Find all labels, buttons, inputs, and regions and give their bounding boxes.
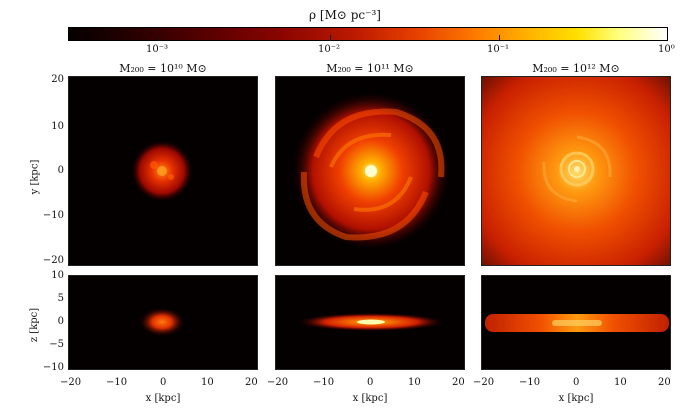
y-tick-label: 10 <box>51 121 64 132</box>
y-axis-label-face-on: y [kpc] <box>29 159 41 195</box>
x-axis-label: x [kpc] <box>558 393 594 404</box>
edge-on-panel-1e10 <box>68 275 258 370</box>
x-tick-label: 20 <box>452 377 465 388</box>
column-title-1e12: M₂₀₀ = 10¹² M⊙ <box>532 62 620 75</box>
x-tick-label: 0 <box>573 377 580 388</box>
z-tick-label: −10 <box>42 362 64 373</box>
y-tick-label: −10 <box>42 210 64 221</box>
colorbar-tick-label: 10⁻³ <box>146 44 169 55</box>
y-tick-label: 20 <box>51 74 64 85</box>
colorbar-tick <box>499 35 500 41</box>
y-tick-label: −20 <box>42 255 64 266</box>
colorbar <box>68 27 668 41</box>
colorbar-label: ρ [M⊙ pc⁻³] <box>309 8 381 22</box>
x-tick-label: 0 <box>367 377 374 388</box>
z-tick-label: 5 <box>57 293 64 304</box>
x-tick-label: −10 <box>519 377 541 388</box>
x-tick-label: −10 <box>106 377 128 388</box>
face-on-panel-1e11 <box>275 76 465 266</box>
z-tick-label: 0 <box>57 316 64 327</box>
x-tick-label: −20 <box>60 377 82 388</box>
colorbar-tick-label: 10⁰ <box>658 44 675 55</box>
x-tick-label: 10 <box>408 377 421 388</box>
z-tick-label: 10 <box>51 270 64 281</box>
face-on-panel-1e12 <box>481 76 671 266</box>
x-tick-label: −10 <box>313 377 335 388</box>
colorbar-tick <box>158 35 159 41</box>
column-title-1e10: M₂₀₀ = 10¹⁰ M⊙ <box>119 62 207 75</box>
y-tick-label: 0 <box>57 165 64 176</box>
colorbar-tick <box>330 35 331 41</box>
x-tick-label: −20 <box>473 377 495 388</box>
x-tick-label: 10 <box>201 377 214 388</box>
y-axis-label-edge-on: z [kpc] <box>29 307 41 343</box>
x-tick-label: −20 <box>267 377 289 388</box>
x-axis-label: x [kpc] <box>145 393 181 404</box>
x-tick-label: 20 <box>658 377 671 388</box>
face-on-panel-1e10 <box>68 76 258 266</box>
x-tick-label: 0 <box>160 377 167 388</box>
z-tick-label: −5 <box>49 339 64 350</box>
edge-on-panel-1e12 <box>481 275 671 370</box>
edge-on-panel-1e11 <box>275 275 465 370</box>
colorbar-tick-label: 10⁻² <box>318 44 341 55</box>
x-tick-label: 10 <box>614 377 627 388</box>
x-tick-label: 20 <box>245 377 258 388</box>
colorbar-tick-label: 10⁻¹ <box>487 44 510 55</box>
column-title-1e11: M₂₀₀ = 10¹¹ M⊙ <box>326 62 414 75</box>
x-axis-label: x [kpc] <box>352 393 388 404</box>
